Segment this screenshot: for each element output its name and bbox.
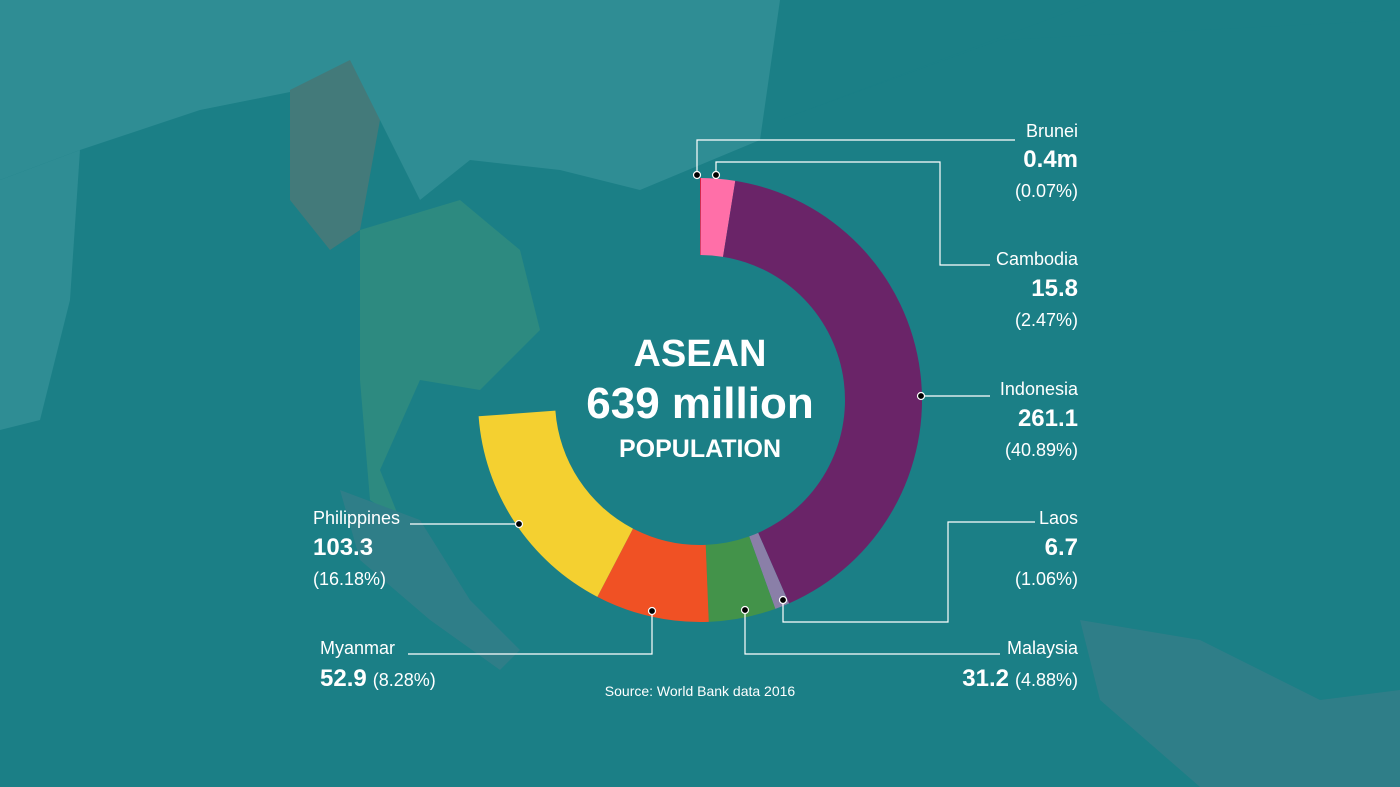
category-label: Myanmar xyxy=(320,638,395,658)
value-label: 52.9 xyxy=(320,665,367,692)
donut-segment xyxy=(749,532,790,609)
callout-line xyxy=(408,611,653,655)
share-label: (40.89%) xyxy=(1005,440,1078,460)
callout-line xyxy=(696,139,1015,175)
donut-segment xyxy=(597,528,709,622)
share-label: (16.18%) xyxy=(313,569,386,589)
value-label: 0.4m xyxy=(1023,146,1078,173)
category-label: Indonesia xyxy=(1000,379,1079,399)
callout-line xyxy=(715,161,990,266)
value-label: 103.3 xyxy=(313,534,373,561)
callout-dot xyxy=(778,595,788,605)
callout-dot xyxy=(916,391,926,401)
value-label: 31.2 xyxy=(962,665,1009,692)
value-line: 52.9 (8.28%) xyxy=(320,665,436,692)
value-line: 31.2 (4.88%) xyxy=(962,665,1078,692)
value-label: 261.1 xyxy=(1018,405,1078,432)
category-label: Brunei xyxy=(1026,121,1078,141)
share-label: (8.28%) xyxy=(373,670,436,690)
share-label: (0.07%) xyxy=(1015,181,1078,201)
callout-line xyxy=(744,610,1000,655)
value-label: 6.7 xyxy=(1045,534,1078,561)
callout-dot xyxy=(711,170,721,180)
source: Source: World Bank data 2016 xyxy=(605,683,796,699)
callout-dot xyxy=(647,606,657,616)
category-label: Philippines xyxy=(313,508,400,528)
donut-segment xyxy=(705,536,776,622)
center-label: POPULATION xyxy=(619,435,781,463)
center-total: 639 million xyxy=(586,379,813,428)
donut-segment xyxy=(700,178,701,256)
callout-dot xyxy=(692,170,702,180)
donut-segment xyxy=(478,410,633,597)
center-title: ASEAN xyxy=(633,333,766,375)
category-label: Laos xyxy=(1039,508,1078,528)
category-label: Cambodia xyxy=(996,249,1079,269)
share-label: (4.88%) xyxy=(1015,670,1078,690)
value-label: 15.8 xyxy=(1031,275,1078,302)
callout-dot xyxy=(514,519,524,529)
donut-segment xyxy=(700,178,736,257)
callout-dot xyxy=(740,605,750,615)
callout-line xyxy=(782,521,1035,623)
donut-segment xyxy=(723,180,923,604)
category-label: Malaysia xyxy=(1007,638,1079,658)
share-label: (2.47%) xyxy=(1015,310,1078,330)
share-label: (1.06%) xyxy=(1015,569,1078,589)
